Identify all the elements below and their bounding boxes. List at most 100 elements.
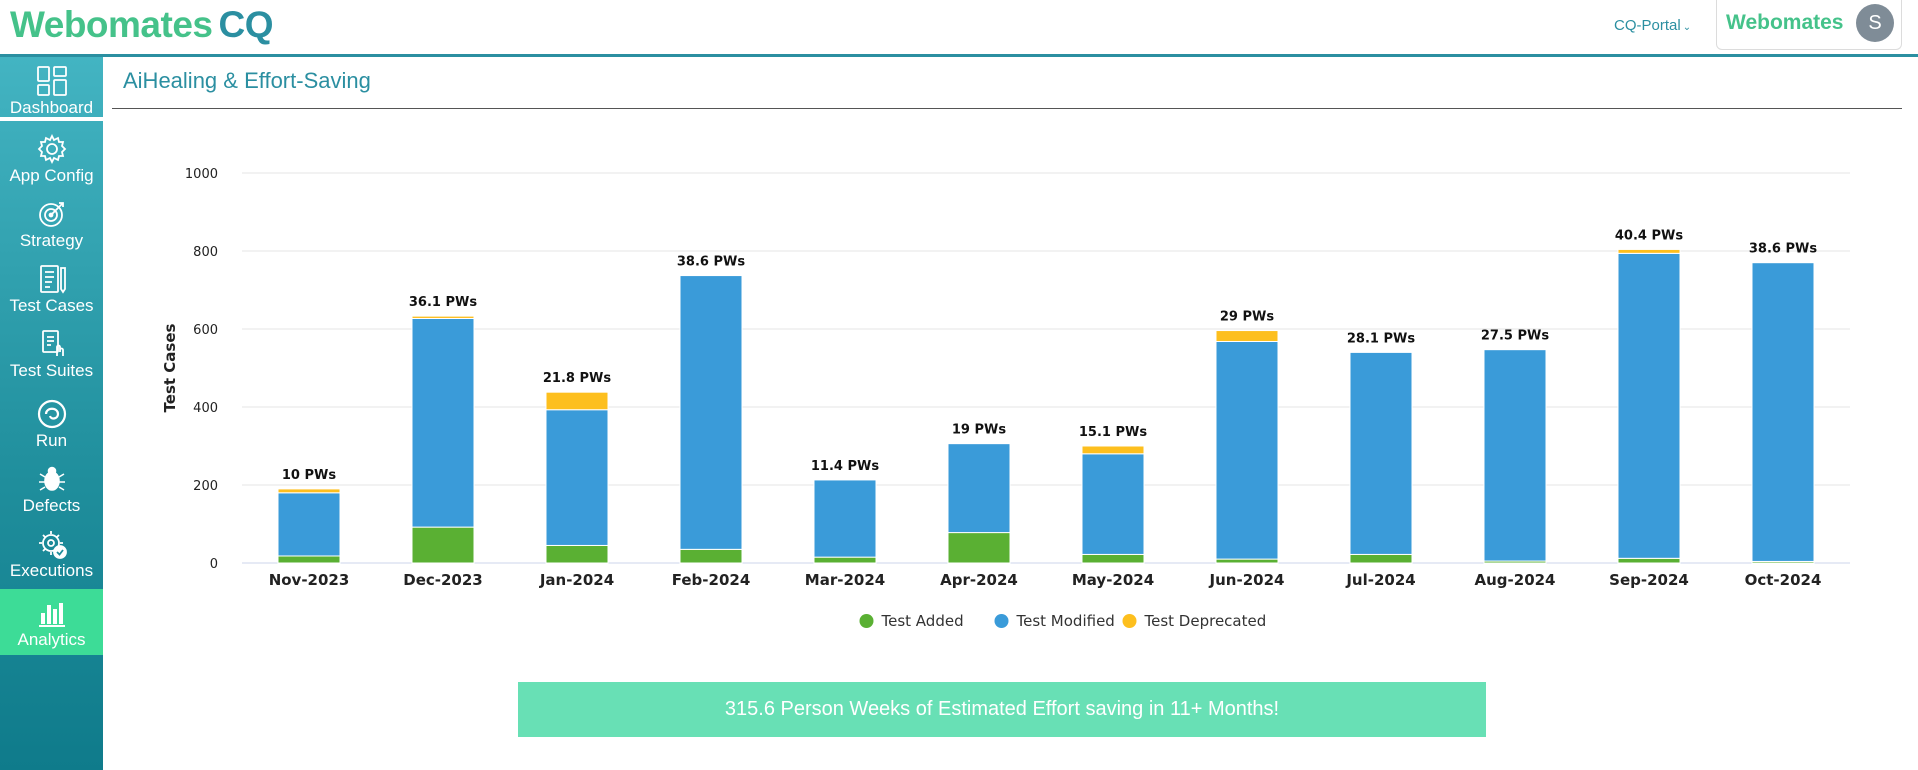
test-cases-icon (40, 265, 66, 294)
y-axis-ticks: 0 200 400 600 800 1000 (185, 167, 218, 572)
bar-segment-test-deprecated[interactable] (1081, 445, 1145, 455)
sidebar-item-label: Test Cases (9, 296, 94, 315)
bar-segment-test-deprecated[interactable] (1617, 248, 1681, 254)
legend-item[interactable]: Test Deprecated (1122, 612, 1267, 630)
bar-total-label: 28.1 PWs (1347, 331, 1415, 346)
title-divider (112, 108, 1902, 109)
bar-segment-test-added[interactable] (277, 555, 341, 564)
bar-total-label: 40.4 PWs (1615, 228, 1683, 243)
legend-label: Test Deprecated (1144, 612, 1267, 630)
x-tick-label: Jan-2024 (539, 571, 614, 589)
bar-total-label: 36.1 PWs (409, 295, 477, 310)
sidebar-item-strategy[interactable]: Strategy (0, 190, 103, 254)
sidebar-item-label: Run (35, 431, 68, 450)
x-tick-label: Jun-2024 (1209, 571, 1285, 589)
legend-marker (859, 614, 874, 628)
bar-segment-test-modified[interactable] (1751, 262, 1815, 562)
bar-segment-test-added[interactable] (411, 526, 475, 564)
legend-item[interactable]: Test Modified (994, 612, 1115, 630)
test-suites-icon (42, 330, 64, 356)
bar-segment-test-added[interactable] (1349, 553, 1413, 564)
bar-segment-test-modified[interactable] (947, 443, 1011, 534)
x-tick-label: Nov-2023 (269, 571, 350, 589)
bar-segment-test-deprecated[interactable] (545, 391, 609, 411)
chart-grid (242, 172, 1850, 564)
x-tick-label: Feb-2024 (672, 571, 751, 589)
legend-marker (994, 614, 1009, 628)
top-bar: Webomates CQ CQ-Portal ⌄ Webomates S (0, 0, 1918, 57)
bar-segment-test-deprecated[interactable] (1215, 330, 1279, 342)
bar-segment-test-modified[interactable] (411, 317, 475, 528)
legend-label: Test Modified (1016, 612, 1115, 630)
bar-total-label: 15.1 PWs (1079, 425, 1147, 440)
x-tick-label: Sep-2024 (1609, 571, 1689, 589)
bar-total-label: 27.5 PWs (1481, 329, 1549, 344)
bar-segment-test-modified[interactable] (679, 275, 743, 550)
x-tick-label: May-2024 (1072, 571, 1154, 589)
sidebar-item-test-suites[interactable]: Test Suites (0, 320, 103, 384)
dashboard-icon (37, 66, 67, 96)
bar-segment-test-added[interactable] (1617, 557, 1681, 564)
bar-segment-test-added[interactable] (813, 556, 877, 564)
sidebar-item-dashboard[interactable]: Dashboard (0, 57, 103, 121)
bar-total-label: 29 PWs (1220, 310, 1274, 325)
sidebar-item-run[interactable]: Run (0, 390, 103, 454)
bar-segment-test-deprecated[interactable] (411, 315, 475, 319)
bar-segment-test-modified[interactable] (1349, 351, 1413, 555)
bar-segment-test-modified[interactable] (545, 409, 609, 546)
portal-label: CQ-Portal (1614, 17, 1681, 34)
sidebar: Dashboard App Config Strategy Test Cases (0, 57, 103, 770)
sidebar-item-label: Executions (9, 561, 94, 580)
bar-segment-test-modified[interactable] (1215, 340, 1279, 560)
bar-segment-test-modified[interactable] (1081, 453, 1145, 555)
bar-segment-test-added[interactable] (545, 544, 609, 564)
sidebar-item-label: Defects (22, 496, 81, 515)
bar-segment-test-added[interactable] (679, 548, 743, 564)
x-tick-label: Apr-2024 (940, 571, 1018, 589)
sidebar-item-label: App Config (9, 166, 94, 185)
x-tick-label: Jul-2024 (1345, 571, 1415, 589)
legend-label: Test Added (881, 612, 964, 630)
chevron-down-icon: ⌄ (1682, 22, 1692, 33)
y-tick-label: 400 (193, 401, 218, 416)
app-logo[interactable]: Webomates CQ (10, 4, 273, 46)
sidebar-item-test-cases[interactable]: Test Cases (0, 255, 103, 319)
x-axis-ticks: Nov-2023 Dec-2023 Jan-2024 Feb-2024 Mar-2024… (269, 571, 1822, 589)
bar-segment-test-deprecated[interactable] (277, 488, 341, 494)
sidebar-item-label: Analytics (17, 630, 86, 649)
y-tick-label: 1000 (185, 167, 218, 182)
gear-icon (37, 133, 67, 165)
x-tick-label: Oct-2024 (1745, 571, 1822, 589)
sidebar-item-app-config[interactable]: App Config (0, 125, 103, 189)
bar-total-label: 21.8 PWs (543, 371, 611, 386)
bar-total-label: 10 PWs (282, 468, 336, 483)
sidebar-item-label: Dashboard (9, 98, 94, 117)
portal-dropdown[interactable]: CQ-Portal ⌄ (1614, 17, 1691, 34)
y-tick-label: 0 (210, 557, 218, 572)
bar-total-label: 38.6 PWs (1749, 242, 1817, 257)
bar-segment-test-modified[interactable] (813, 479, 877, 558)
bar-segment-test-added[interactable] (947, 532, 1011, 564)
run-icon (37, 399, 67, 429)
sidebar-item-analytics[interactable]: Analytics (0, 589, 103, 655)
bar-total-label: 11.4 PWs (811, 459, 879, 474)
brand-name: Webomates (1726, 11, 1844, 34)
bar-segment-test-modified[interactable] (277, 492, 341, 557)
user-menu[interactable]: Webomates S (1716, 0, 1902, 50)
avatar[interactable]: S (1856, 4, 1894, 42)
bug-icon (39, 466, 65, 491)
analytics-icon (39, 603, 65, 627)
bar-segment-test-added[interactable] (1081, 553, 1145, 564)
sidebar-item-defects[interactable]: Defects (0, 455, 103, 519)
y-tick-label: 800 (193, 245, 218, 260)
bar-total-label: 19 PWs (952, 423, 1006, 438)
sidebar-item-executions[interactable]: Executions (0, 520, 103, 584)
y-tick-label: 200 (193, 479, 218, 494)
bar-segment-test-modified[interactable] (1483, 349, 1547, 562)
bar-segment-test-added[interactable] (1215, 558, 1279, 564)
x-tick-label: Aug-2024 (1475, 571, 1556, 589)
bar-segment-test-modified[interactable] (1617, 252, 1681, 559)
legend-item[interactable]: Test Added (859, 612, 964, 630)
chart-legend: Test Added Test Modified Test Deprecated (859, 612, 1267, 630)
